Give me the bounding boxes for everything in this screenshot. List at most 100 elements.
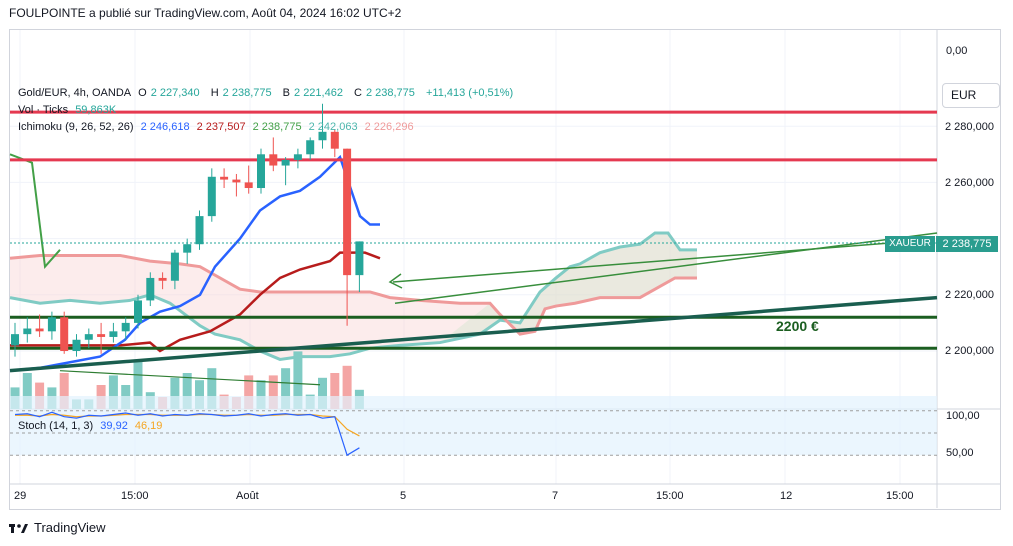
horizontal-levels (9, 110, 938, 386)
time-axis-label: 15:00 (886, 490, 914, 502)
stoch-axis-label: 50,00 (946, 447, 974, 459)
price-axis-label: 2 280,000 (945, 121, 994, 133)
candle-body (220, 176, 229, 180)
volume-bar (22, 373, 32, 409)
candle-body (244, 182, 253, 189)
candle-body (170, 252, 179, 281)
volume-bar (182, 373, 192, 409)
time-axis-label: 29 (14, 490, 27, 502)
volume-bar (207, 368, 217, 409)
chikou-line (9, 153, 61, 270)
candle-body (269, 154, 278, 166)
time-axis-label: 7 (552, 490, 559, 502)
time-axis-label: 15:00 (656, 490, 684, 502)
stoch-legend[interactable]: Stoch (14, 1, 3) 39,92 46,19 (18, 420, 166, 432)
kijun-value: 2 237,507 (196, 121, 246, 133)
candlesticks (11, 103, 364, 357)
tradingview-logo-icon (9, 523, 28, 533)
candle-body (281, 159, 290, 166)
tenkan-value: 2 246,618 (140, 121, 190, 133)
volume-bar (170, 377, 180, 409)
high-value: 2 238,775 (222, 87, 272, 99)
price-axis-label: 2 220,000 (945, 289, 994, 301)
candle-body (195, 216, 204, 245)
stoch-axis-label: 100,00 (946, 410, 980, 422)
close-value: 2 238,775 (365, 87, 415, 99)
candle-body (343, 148, 352, 276)
annotations (388, 242, 891, 289)
volume-value: 59,863K (75, 104, 117, 116)
volume-bar (281, 368, 291, 409)
candle-body (355, 241, 364, 276)
price-axis-label: 2 260,000 (945, 177, 994, 189)
stoch-k-line (14, 411, 360, 457)
kijun-line (10, 251, 381, 353)
trend-line (9, 295, 938, 373)
current-price-tag: 2 238,775 (936, 236, 998, 252)
trend-line (394, 232, 938, 304)
span-b-value: 2 226,296 (364, 121, 414, 133)
open-value: 2 227,340 (150, 87, 200, 99)
candle-body (134, 300, 142, 323)
chart-frame (9, 29, 1001, 510)
span-a-value: 2 242,063 (308, 121, 358, 133)
volume-bar (330, 373, 340, 409)
candle-body (72, 339, 81, 351)
footer-brand[interactable]: TradingView (9, 520, 106, 535)
candle-body (158, 277, 167, 281)
time-axis-label: 15:00 (121, 490, 149, 502)
volume-bar (244, 375, 254, 409)
time-axis-label: Août (236, 490, 259, 502)
stoch-d-value: 46,19 (134, 420, 163, 432)
candle-body (109, 331, 118, 337)
volume-bar (108, 375, 118, 409)
candle-body (207, 176, 216, 217)
price-axis-top-label: 0,00 (946, 45, 968, 57)
candle-body (23, 328, 32, 335)
symbol-label[interactable]: Gold/EUR, 4h, OANDA (18, 87, 132, 99)
cloud-fill-bullish (440, 232, 697, 343)
close-label: C (354, 87, 362, 99)
candle-body (35, 328, 44, 332)
low-value: 2 221,462 (294, 87, 343, 99)
symbol-price-tag: XAUEUR (885, 236, 935, 252)
chikou-value: 2 238,775 (252, 121, 302, 133)
volume-bar (195, 380, 204, 409)
time-axis-label: 12 (780, 490, 793, 502)
volume-bar (318, 377, 327, 409)
candle-body (60, 317, 69, 351)
brand-label: TradingView (34, 520, 106, 535)
candle-body (330, 131, 339, 149)
publish-header: FOULPOINTE a publié sur TradingView.com,… (9, 6, 402, 20)
volume-bar (133, 361, 143, 409)
candle-body (146, 277, 155, 301)
annotation-arrowhead (388, 273, 403, 289)
stoch-label: Stoch (14, 1, 3) (18, 420, 94, 432)
volume-bar (342, 365, 352, 409)
candle-body (306, 140, 315, 155)
trend-line (59, 370, 321, 386)
currency-button[interactable]: EUR (942, 83, 1000, 108)
candle-body (183, 244, 192, 253)
open-label: O (138, 87, 147, 99)
stoch-band (10, 396, 937, 456)
candle-body (11, 334, 19, 346)
volume-bar (293, 351, 303, 409)
low-label: B (282, 87, 291, 99)
volume-bar (35, 382, 45, 409)
candle-body (97, 334, 106, 337)
candle-body (232, 179, 241, 183)
stochastic-pane (10, 396, 937, 457)
change-value: +11,413 (+0,51%) (425, 87, 514, 99)
ichimoku-label: Ichimoku (9, 26, 52, 26) (18, 121, 134, 133)
volume-legend[interactable]: Vol · Ticks 59,863K (18, 104, 120, 116)
ichimoku-legend[interactable]: Ichimoku (9, 26, 52, 26) 2 246,618 2 237… (18, 121, 418, 133)
price-axis-label: 2 200,000 (945, 345, 994, 357)
candle-body (318, 131, 327, 141)
candle-body (121, 322, 130, 332)
volume-bar (59, 373, 69, 409)
stoch-k-value: 39,92 (100, 420, 128, 432)
volume-label: Vol · Ticks (18, 104, 69, 116)
